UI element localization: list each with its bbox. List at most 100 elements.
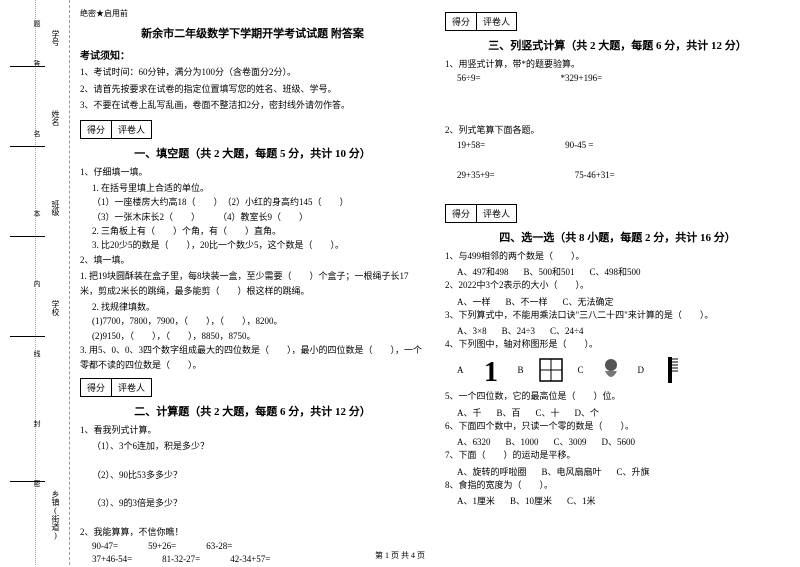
calc-item: *329+196= (561, 73, 603, 83)
s4-q1: 1、与499相邻的两个数是（ ）。 (445, 249, 790, 263)
score-box: 得分 评卷人 (80, 120, 152, 139)
q2-3: 3. 用5、0、0、3四个数字组成最大的四位数是（ ），最小的四位数是（ ），一… (80, 343, 425, 372)
score-box: 得分 评卷人 (445, 12, 517, 31)
notice-item: 3、不要在试卷上乱写乱画，卷面不整洁扣2分，密封线外请勿作答。 (80, 99, 425, 113)
choice: C、3009 (554, 435, 587, 448)
s4-q5: 5、一个四位数，它的最高位是（ ）位。 (445, 389, 790, 403)
s4-q8: 8、食指的宽度为（ ）。 (445, 478, 790, 492)
s2-q1-item: （3）、9的3倍是多少？ (80, 496, 425, 510)
choice: A、千 (457, 406, 482, 419)
choice: B、10厘米 (510, 494, 552, 507)
reviewer-label: 评卷人 (477, 205, 516, 222)
notice-title: 考试须知： (80, 47, 425, 62)
q2-2-item: (1)7700，7800，7900，（ ），（ ），8200。 (80, 314, 425, 328)
vert-text: 答 (32, 60, 42, 67)
choice-row: A、6320 B、1000 C、3009 D、5600 (445, 435, 790, 448)
sidebar-label-school: 学校 (50, 300, 61, 316)
s4-q3: 3、下列算式中，不能用乘法口诀"三八二十四"来计算的是（ ）。 (445, 308, 790, 322)
digit-one-icon: 1 (476, 355, 506, 385)
sidebar-blank (10, 225, 45, 237)
reviewer-label: 评卷人 (112, 121, 151, 138)
q1-sub: 1. 在括号里填上合适的单位。 (80, 181, 425, 195)
choice: D、5600 (602, 435, 636, 448)
calc-item: 75-46+31= (575, 170, 615, 180)
choice-row: A、1厘米 B、10厘米 C、1米 (445, 494, 790, 507)
vert-text: 内 (32, 280, 42, 287)
left-column: 绝密★启用前 新余市二年级数学下学期开学考试试题 附答案 考试须知： 1、考试时… (80, 8, 425, 567)
choice: B、不一样 (506, 295, 548, 308)
s2-q1-item: （2）、90比53多多少？ (80, 468, 425, 482)
page-footer: 第 1 页 共 4 页 (0, 550, 800, 561)
s2-q1-item: （1）、3个6连加，积是多少？ (80, 439, 425, 453)
vert-text: 本 (32, 210, 42, 217)
vert-text: 题 (32, 20, 42, 27)
score-label: 得分 (446, 13, 477, 30)
q2: 2、填一填。 (80, 253, 425, 267)
section4-title: 四、选一选（共 8 小题，每题 2 分，共计 16 分） (445, 229, 790, 245)
choice: C、24÷4 (550, 324, 583, 337)
q1: 1、仔细填一填。 (80, 165, 425, 179)
calc-item: 29+35+9= (457, 170, 495, 180)
choice-label: B (518, 365, 524, 375)
choice: A、3×8 (457, 324, 487, 337)
s3-q2: 2、列式笔算下面各题。 (445, 123, 790, 137)
shape-choices: A 1 B C D (445, 355, 790, 385)
sidebar-label-id: 学号 (50, 30, 61, 46)
choice-row: A、497和498 B、500和501 C、498和500 (445, 265, 790, 278)
q1-sub: 2. 三角板上有（ ）个角，有（ ）直角。 (80, 224, 425, 238)
sidebar-label-class: 班级 (50, 200, 61, 216)
sidebar-label-town: 乡镇(街道) (50, 490, 61, 540)
vert-calc-row: 56÷9= *329+196= (445, 73, 790, 83)
vert-text: 名 (32, 130, 42, 137)
choice: A、1厘米 (457, 494, 495, 507)
choice-row: A、一样 B、不一样 C、无法确定 (445, 295, 790, 308)
choice-label: C (578, 365, 584, 375)
s4-q7: 7、下面（ ）的运动是平移。 (445, 448, 790, 462)
choice-row: A、3×8 B、24÷3 C、24÷4 (445, 324, 790, 337)
vert-text: 线 (32, 350, 42, 357)
choice: A、旋转的呼啦圈 (457, 465, 527, 478)
section1-title: 一、填空题（共 2 大题，每题 5 分，共计 10 分） (80, 145, 425, 161)
calc-item: 90-45 = (565, 140, 593, 150)
vert-calc-row: 29+35+9= 75-46+31= (445, 170, 790, 180)
sidebar-label-name: 姓名 (50, 110, 61, 126)
svg-text:1: 1 (484, 357, 498, 385)
calc-item: 19+58= (457, 140, 485, 150)
score-label: 得分 (81, 379, 112, 396)
section3-title: 三、列竖式计算（共 2 大题，每题 6 分，共计 12 分） (445, 37, 790, 53)
reviewer-label: 评卷人 (112, 379, 151, 396)
doll-icon (596, 355, 626, 385)
s4-q4: 4、下列图中，轴对称图形是（ ）。 (445, 337, 790, 351)
choice-row: A、旋转的呼啦圈 B、电风扇扇叶 C、升旗 (445, 465, 790, 478)
choice: D、个 (575, 406, 600, 419)
secrecy-tag: 绝密★启用前 (80, 8, 425, 19)
notice-item: 1、考试时间：60分钟，满分为100分（含卷面分2分）。 (80, 66, 425, 80)
choice: A、6320 (457, 435, 491, 448)
s4-q2: 2、2022中3个2表示的大小（ ）。 (445, 278, 790, 292)
q1-sub: 3. 比20少5的数是（ ），20比一个数少5，这个数是（ ）。 (80, 238, 425, 252)
choice: C、498和500 (590, 265, 641, 278)
choice: B、电风扇扇叶 (542, 465, 602, 478)
score-label: 得分 (446, 205, 477, 222)
choice: C、十 (536, 406, 560, 419)
q1-item: （3）一张木床长2（ ） （4）教室长9（ ） (80, 210, 425, 224)
choice-row: A、千 B、百 C、十 D、个 (445, 406, 790, 419)
score-box: 得分 评卷人 (80, 378, 152, 397)
notice-item: 2、请首先按要求在试卷的指定位置填写您的姓名、班级、学号。 (80, 83, 425, 97)
score-box: 得分 评卷人 (445, 204, 517, 223)
s4-q6: 6、下面四个数中，只读一个零的数是（ ）。 (445, 419, 790, 433)
vert-calc-row: 19+58= 90-45 = (445, 140, 790, 150)
calc-item: 56÷9= (457, 73, 481, 83)
score-label: 得分 (81, 121, 112, 138)
section2-title: 二、计算题（共 2 大题，每题 6 分，共计 12 分） (80, 403, 425, 419)
reviewer-label: 评卷人 (477, 13, 516, 30)
right-column: 得分 评卷人 三、列竖式计算（共 2 大题，每题 6 分，共计 12 分） 1、… (445, 8, 790, 567)
sidebar-blank (10, 325, 45, 337)
exam-title: 新余市二年级数学下学期开学考试试题 附答案 (80, 25, 425, 41)
q2-2: 2. 找规律填数。 (80, 300, 425, 314)
q2-2-item: (2)9150，（ ），（ ），8850，8750。 (80, 329, 425, 343)
s2-q2: 2、我能算算，不信你瞧！ (80, 525, 425, 539)
s2-q1: 1、看我列式计算。 (80, 423, 425, 437)
choice: C、无法确定 (563, 295, 614, 308)
vert-text: 封 (32, 420, 42, 427)
